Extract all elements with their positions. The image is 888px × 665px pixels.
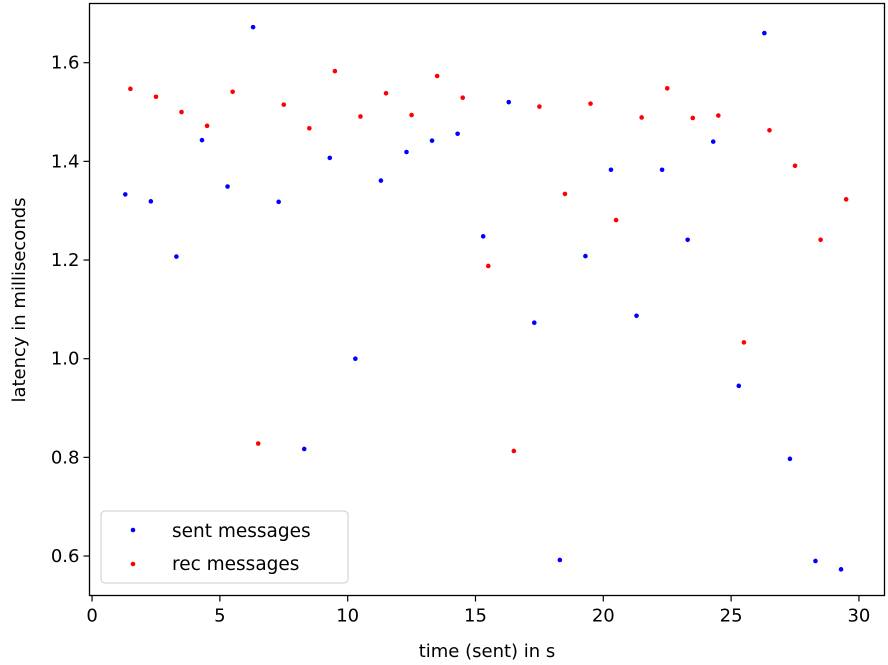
sent-point <box>301 446 307 452</box>
sent-point <box>250 24 256 30</box>
rec-point <box>741 340 747 345</box>
sent-point <box>634 313 639 319</box>
x-tick-label: 10 <box>336 606 359 627</box>
sent-point <box>506 99 512 105</box>
rec-point <box>716 113 721 118</box>
sent-point <box>378 178 384 183</box>
sent-point <box>199 137 205 143</box>
sent-point <box>710 139 716 144</box>
sent-point <box>480 234 486 239</box>
rec-point <box>843 197 849 202</box>
legend: sent messages rec messages <box>100 510 349 584</box>
rec-point <box>383 90 389 96</box>
rec-point <box>767 127 772 133</box>
rec-point <box>613 217 619 223</box>
sent-point <box>838 567 844 572</box>
sent-point <box>276 199 281 205</box>
sent-point <box>455 131 460 137</box>
rec-point <box>434 73 440 79</box>
sent-point <box>531 320 537 325</box>
y-tick-label: 0.6 <box>51 546 80 567</box>
sent-point <box>174 254 179 259</box>
sent-point <box>557 557 563 563</box>
legend-label-rec: rec messages <box>172 554 299 575</box>
sent-point <box>353 356 358 362</box>
rec-point <box>792 163 798 169</box>
data-points <box>122 24 849 572</box>
rec-point <box>690 115 696 121</box>
rec-point <box>588 101 593 106</box>
plot-frame <box>88 2 886 597</box>
sent-point <box>327 155 333 161</box>
x-tick-label: 20 <box>592 606 615 627</box>
sent-point <box>762 30 767 36</box>
rec-point <box>537 104 542 109</box>
rec-point <box>664 86 670 91</box>
x-tick-label: 30 <box>847 606 870 627</box>
y-axis-label: latency in milliseconds <box>9 197 30 402</box>
sent-point <box>608 167 614 173</box>
sent-point <box>429 138 435 143</box>
x-axis-ticks: 0 5 10 15 20 25 30 <box>86 595 870 627</box>
rec-point <box>204 123 210 129</box>
legend-label-sent: sent messages <box>172 521 311 542</box>
rec-point <box>460 95 466 101</box>
rec-point <box>818 237 823 243</box>
rec-point <box>179 109 184 115</box>
x-tick-label: 15 <box>464 606 487 627</box>
x-tick-label: 5 <box>214 606 225 627</box>
rec-point <box>485 263 491 269</box>
sent-point <box>787 456 793 462</box>
rec-point <box>562 191 568 197</box>
rec-point <box>307 126 312 131</box>
rec-point <box>409 112 414 118</box>
sent-point <box>813 558 818 564</box>
rec-point <box>358 114 363 119</box>
rec-point <box>255 441 261 446</box>
rec-point <box>281 102 287 107</box>
x-tick-label: 0 <box>86 606 97 627</box>
rec-point <box>639 115 644 120</box>
sent-point <box>225 184 230 189</box>
y-tick-label: 1.6 <box>51 53 80 74</box>
legend-marker-sent <box>130 527 136 533</box>
sent-point <box>583 253 588 259</box>
legend-marker-rec <box>130 561 136 567</box>
sent-point <box>148 199 154 204</box>
rec-point <box>332 68 338 74</box>
sent-point <box>404 149 409 155</box>
sent-point <box>736 383 742 389</box>
sent-point <box>659 167 665 173</box>
y-tick-label: 1.4 <box>51 151 80 172</box>
rec-point <box>153 94 159 100</box>
rec-point <box>230 89 235 95</box>
legend-box <box>100 510 349 584</box>
rec-point <box>128 86 133 92</box>
y-tick-label: 1.0 <box>51 349 80 370</box>
sent-point <box>685 237 690 243</box>
y-axis-ticks: 0.6 0.8 1.0 1.2 1.4 1.6 <box>51 53 90 567</box>
x-tick-label: 25 <box>720 606 743 627</box>
rec-point <box>511 448 517 454</box>
y-tick-label: 1.2 <box>51 250 80 271</box>
x-axis-label: time (sent) in s <box>419 641 556 662</box>
y-tick-label: 0.8 <box>51 447 80 468</box>
sent-point <box>122 192 128 197</box>
